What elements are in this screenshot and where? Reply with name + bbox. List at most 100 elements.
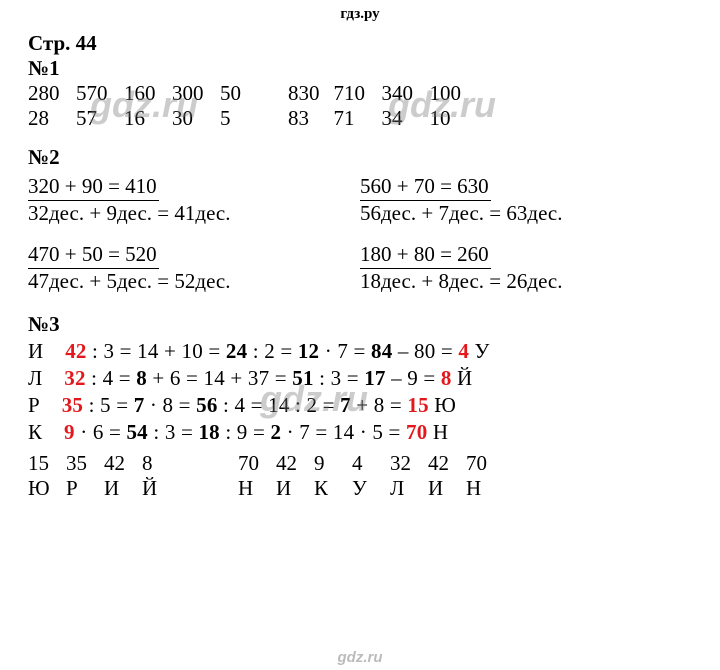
chain-line: Р 35 : 5 = 7 · 8 = 56 : 4 = 14 : 2 = 7 +… (28, 393, 692, 418)
chain-text: – 9 = (386, 366, 441, 390)
equation-top: 560 + 70 = 630 (360, 174, 491, 201)
chain-text: : 3 = (314, 366, 365, 390)
answer-letter: Н (466, 476, 504, 501)
answer-num: 35 (66, 451, 104, 476)
chain-text: · 6 = (80, 420, 126, 444)
equation-bottom: 18дес. + 8дес. = 26дес. (360, 269, 562, 293)
chain-bold: 51 (292, 366, 313, 390)
cell: 300 (172, 81, 220, 106)
chain-end: 15 (407, 393, 428, 417)
chain-start: 32 (64, 366, 85, 390)
section2-title: №2 (28, 145, 692, 170)
answer-num: 15 (28, 451, 66, 476)
cell: 10 (430, 106, 478, 131)
chain-text: : 4 = 14 : 2 = (218, 393, 341, 417)
chain-bold: 17 (364, 366, 385, 390)
answer-num: 42 (276, 451, 314, 476)
cell: 71 (334, 106, 382, 131)
chain-text: : 4 = (91, 366, 136, 390)
content: Стр. 44 №1 280 570 160 300 50 830 710 34… (0, 23, 720, 501)
chain-bold: 2 (270, 420, 281, 444)
cell: 340 (382, 81, 430, 106)
chain-bold: 7 (340, 393, 351, 417)
chain-bold: 24 (226, 339, 247, 363)
cell: 160 (124, 81, 172, 106)
cell: 57 (76, 106, 124, 131)
section3-lines: И 42 : 3 = 14 + 10 = 24 : 2 = 12 · 7 = 8… (28, 339, 692, 445)
cell: 570 (76, 81, 124, 106)
answer-num: 9 (314, 451, 352, 476)
answer-letter: Л (390, 476, 428, 501)
chain-start: 42 (65, 339, 86, 363)
answer-letter: И (104, 476, 142, 501)
answer-letter: Н (238, 476, 276, 501)
chain-start: 9 (64, 420, 75, 444)
answer-num: 42 (428, 451, 466, 476)
chain-bold: 8 (136, 366, 147, 390)
answer-letter: Ю (28, 476, 66, 501)
section1-table: 280 570 160 300 50 830 710 340 100 28 57… (28, 81, 478, 131)
chain-end-letter: У (475, 339, 490, 363)
equation-block: 320 + 90 = 410 32дес. + 9дес. = 41дес. (28, 174, 360, 226)
equation-block: 470 + 50 = 520 47дес. + 5дес. = 52дес. (28, 242, 360, 294)
answer-num: 70 (238, 451, 276, 476)
section1-title: №1 (28, 56, 692, 81)
section2-row1: 320 + 90 = 410 32дес. + 9дес. = 41дес. 5… (28, 174, 692, 238)
chain-text: : 3 = (148, 420, 199, 444)
answer-num: 32 (390, 451, 428, 476)
chain-line: Л 32 : 4 = 8 + 6 = 14 + 37 = 51 : 3 = 17… (28, 366, 692, 391)
cell: 280 (28, 81, 76, 106)
answer-num (180, 451, 238, 476)
chain-text: : 9 = (220, 420, 271, 444)
chain-end-letter: Ю (434, 393, 456, 417)
chain-text: + 8 = (351, 393, 408, 417)
answer-letter: У (352, 476, 390, 501)
cell: 50 (220, 81, 268, 106)
page-ref-label: Стр. (28, 31, 70, 55)
page-reference: Стр. 44 (28, 31, 692, 56)
answer-letter: И (276, 476, 314, 501)
chain-end: 70 (406, 420, 427, 444)
table-row: 28 57 16 30 5 83 71 34 10 (28, 106, 478, 131)
chain-end-letter: Й (457, 366, 472, 390)
equation-top: 320 + 90 = 410 (28, 174, 159, 201)
chain-bold: 18 (198, 420, 219, 444)
chain-end: 4 (458, 339, 469, 363)
cell: 830 (268, 81, 334, 106)
answer-letter: Р (66, 476, 104, 501)
cell: 28 (28, 106, 76, 131)
watermark-footer: gdz.ru (0, 649, 720, 666)
page-header: гдз.ру (0, 0, 720, 23)
cell: 34 (382, 106, 430, 131)
chain-bold: 12 (298, 339, 319, 363)
section3-title: №3 (28, 312, 692, 337)
answer-letter: К (314, 476, 352, 501)
chain-letter: Л (28, 366, 42, 390)
table-row: 1535428704294324270 (28, 451, 504, 476)
answer-letter: Й (142, 476, 180, 501)
chain-line: К 9 · 6 = 54 : 3 = 18 : 9 = 2 · 7 = 14 ·… (28, 420, 692, 445)
chain-start: 35 (62, 393, 83, 417)
section2-row2: 470 + 50 = 520 47дес. + 5дес. = 52дес. 1… (28, 242, 692, 306)
chain-line: И 42 : 3 = 14 + 10 = 24 : 2 = 12 · 7 = 8… (28, 339, 692, 364)
chain-text: · 7 = (319, 339, 371, 363)
answer-num: 4 (352, 451, 390, 476)
chain-end: 8 (441, 366, 452, 390)
chain-letter: И (28, 339, 43, 363)
cell: 16 (124, 106, 172, 131)
cell: 5 (220, 106, 268, 131)
answer-num: 42 (104, 451, 142, 476)
equation-bottom: 47дес. + 5дес. = 52дес. (28, 269, 230, 293)
answer-table: 1535428704294324270 ЮРИЙНИКУЛИН (28, 451, 504, 501)
answer-letter (180, 476, 238, 501)
chain-text: : 5 = (89, 393, 134, 417)
answer-num: 70 (466, 451, 504, 476)
answer-letter: И (428, 476, 466, 501)
chain-bold: 56 (196, 393, 217, 417)
cell: 100 (430, 81, 478, 106)
chain-bold: 54 (126, 420, 147, 444)
equation-bottom: 56дес. + 7дес. = 63дес. (360, 201, 562, 225)
equation-block: 560 + 70 = 630 56дес. + 7дес. = 63дес. (360, 174, 692, 226)
chain-text: – 80 = (392, 339, 458, 363)
chain-bold: 84 (371, 339, 392, 363)
